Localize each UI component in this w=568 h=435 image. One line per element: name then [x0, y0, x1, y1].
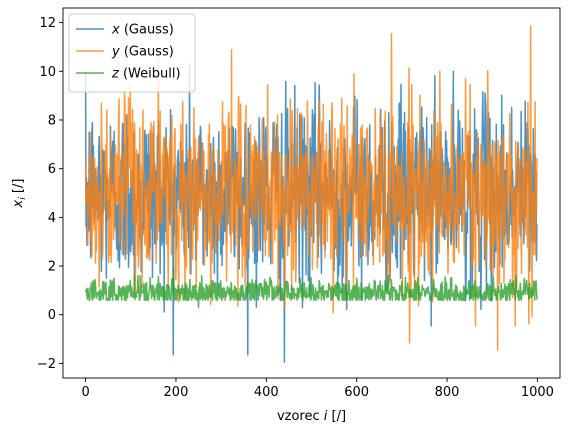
- series-line-z: [84, 267, 538, 309]
- y-tick-label: −2: [37, 357, 56, 372]
- x-tick-label: 600: [344, 385, 369, 400]
- y-tick-label: 2: [48, 260, 56, 275]
- legend: x (Gauss) y (Gauss) z (Weibull): [68, 13, 196, 93]
- series-layer: [84, 25, 538, 363]
- x-tick-label: 400: [254, 385, 279, 400]
- x-axis-label: vzorec i [/]: [277, 409, 346, 424]
- ticks-layer: 0 200 400 600 800 1000 −2 0 2 4 6 8 10 12: [37, 16, 554, 400]
- y-tick-label: 10: [39, 65, 56, 80]
- legend-label-x: x (Gauss): [111, 23, 174, 38]
- y-tick-label: 8: [48, 113, 56, 128]
- series-line-y: [84, 25, 538, 351]
- x-tick-label: 800: [435, 385, 460, 400]
- y-axis-label: xi [/]: [11, 179, 28, 209]
- x-tick-label: 200: [164, 385, 189, 400]
- legend-label-y: y (Gauss): [111, 45, 174, 60]
- y-tick-label: 6: [48, 162, 56, 177]
- x-tick-label: 0: [81, 385, 89, 400]
- x-tick-label: 1000: [521, 385, 554, 400]
- y-tick-label: 4: [48, 211, 56, 226]
- legend-label-z: z (Weibull): [111, 67, 181, 82]
- y-tick-label: 0: [48, 308, 56, 323]
- plot-frame: [62, 7, 561, 379]
- y-tick-label: 12: [39, 16, 56, 31]
